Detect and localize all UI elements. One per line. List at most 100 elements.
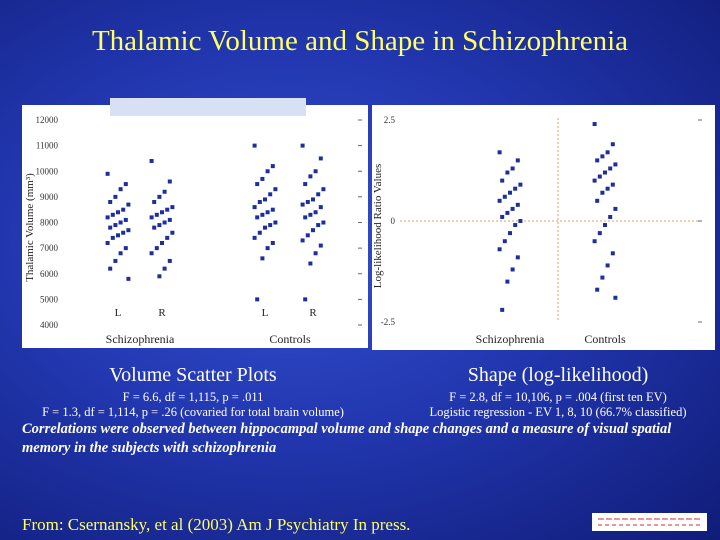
data-point <box>252 143 257 148</box>
y-tick-label: 8000 <box>40 218 59 228</box>
data-point <box>252 205 257 210</box>
y-tick-label: 7000 <box>40 243 59 253</box>
chart-title: Volume Scatter Plots <box>109 364 277 386</box>
data-point <box>500 178 505 183</box>
y-axis-label: Log-likelihood Ratio Values <box>372 164 384 288</box>
data-point <box>268 223 273 228</box>
data-point <box>265 210 270 215</box>
data-point <box>508 190 512 195</box>
data-point <box>595 158 600 163</box>
data-point <box>255 215 260 220</box>
data-point <box>600 190 605 195</box>
data-point <box>116 210 120 215</box>
data-point <box>515 158 520 163</box>
data-point <box>257 230 262 235</box>
data-point <box>497 198 502 203</box>
data-point <box>149 159 154 163</box>
data-point <box>508 231 512 236</box>
data-point <box>123 182 128 187</box>
data-point <box>257 200 262 204</box>
data-point <box>597 174 602 179</box>
data-point <box>157 274 162 279</box>
y-tick-label: 5000 <box>40 294 59 304</box>
data-point <box>270 241 275 245</box>
y-tick-label: 9000 <box>40 192 59 202</box>
data-point <box>149 251 154 256</box>
data-point <box>595 198 600 203</box>
data-point <box>510 267 515 272</box>
data-point <box>157 223 162 228</box>
x-tick-label: L <box>115 307 122 319</box>
data-point <box>160 210 164 215</box>
chart-title: Shape (log-likelihood) <box>468 364 649 386</box>
group-label: Controls <box>269 332 311 346</box>
data-point <box>305 233 310 238</box>
data-point <box>170 230 175 235</box>
data-point <box>505 210 510 215</box>
data-point <box>300 238 305 243</box>
data-point <box>510 166 515 171</box>
data-point <box>321 220 326 225</box>
data-point <box>518 182 523 187</box>
data-point <box>162 266 167 271</box>
data-point <box>311 197 315 202</box>
data-point <box>265 246 270 251</box>
y-tick-label: 0 <box>391 216 396 226</box>
x-tick-label: Controls <box>584 332 626 346</box>
left-panel <box>22 105 368 348</box>
data-point <box>500 307 505 312</box>
data-point <box>157 194 162 199</box>
data-point <box>108 200 113 204</box>
x-tick-label: Schizophrenia <box>476 332 545 346</box>
data-point <box>497 247 502 252</box>
data-point <box>108 266 113 271</box>
data-point <box>105 241 110 245</box>
data-point <box>300 202 305 207</box>
data-point <box>515 255 520 260</box>
data-point <box>265 169 270 174</box>
data-point <box>313 169 318 174</box>
data-point <box>608 166 613 171</box>
data-point <box>260 212 265 217</box>
data-point <box>318 205 323 210</box>
data-point <box>165 207 170 212</box>
data-point <box>273 220 278 225</box>
data-point <box>300 143 305 148</box>
data-point <box>108 225 113 230</box>
data-point <box>113 258 118 263</box>
data-point <box>270 207 275 212</box>
data-point <box>613 295 618 300</box>
data-point <box>316 192 321 197</box>
data-point <box>263 225 267 230</box>
data-point <box>167 217 172 222</box>
data-point <box>505 279 510 284</box>
y-tick-label: 12000 <box>36 115 59 125</box>
data-point <box>610 182 615 187</box>
x-tick-label: R <box>158 307 166 319</box>
data-point <box>603 223 607 228</box>
panel-tab <box>110 98 306 116</box>
data-point <box>321 187 326 192</box>
data-point <box>592 122 597 127</box>
y-axis-label: Thalamic Volume (mm³) <box>24 173 36 282</box>
data-point <box>110 235 115 240</box>
data-point <box>105 215 110 220</box>
data-point <box>123 217 128 222</box>
data-point <box>126 228 131 233</box>
data-point <box>318 156 323 161</box>
data-point <box>149 215 154 220</box>
data-point <box>118 251 123 256</box>
data-point <box>610 251 615 256</box>
data-point <box>513 223 518 228</box>
data-point <box>613 162 618 167</box>
stats-note: F = 2.8, df = 10,106, p = .004 (first te… <box>449 390 667 404</box>
data-point <box>518 219 523 223</box>
data-point <box>303 215 308 220</box>
data-point <box>305 200 310 204</box>
data-point <box>497 150 502 155</box>
data-point <box>308 212 313 217</box>
data-point <box>600 275 605 280</box>
data-point <box>500 214 505 219</box>
